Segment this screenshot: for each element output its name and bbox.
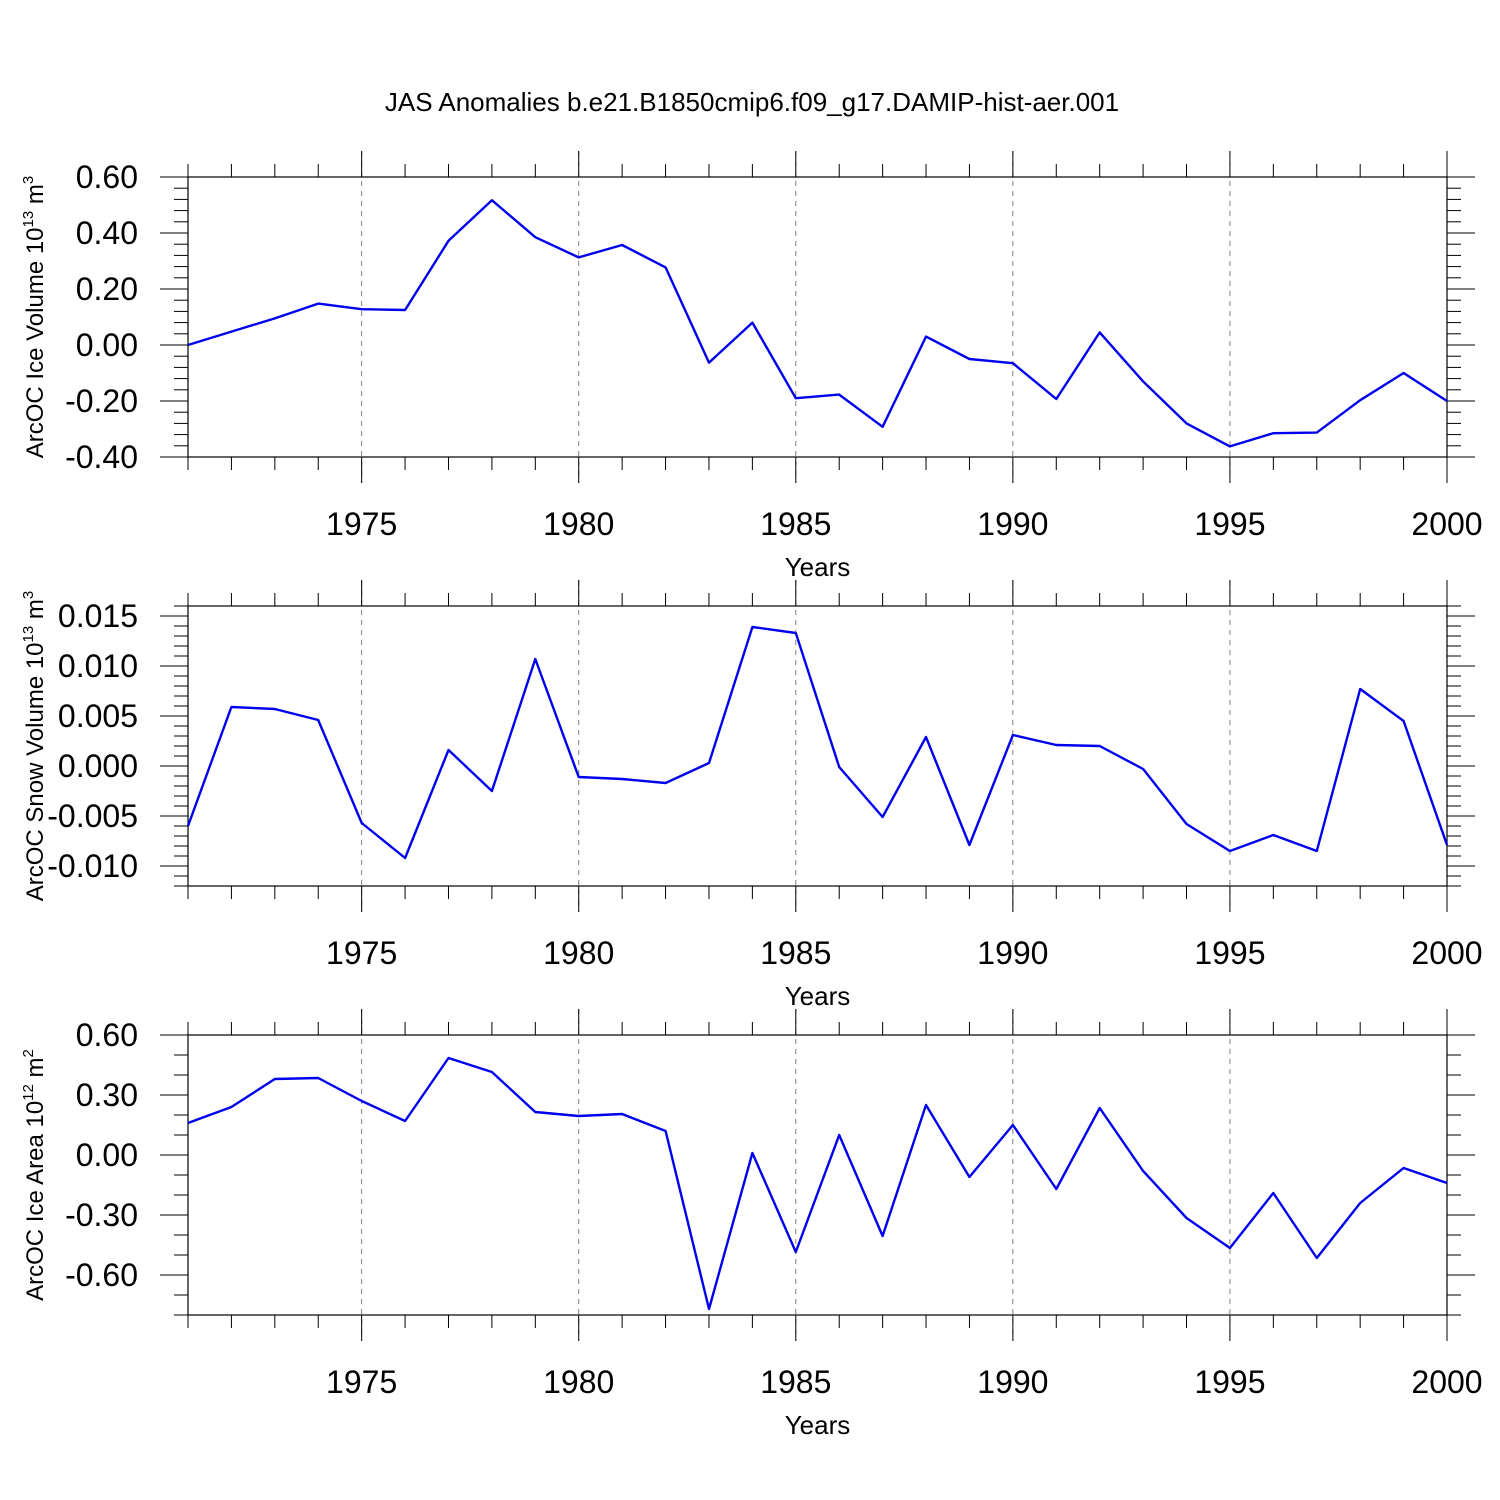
x-tick-label: 2000: [1411, 506, 1482, 542]
y-tick-label: 0.015: [58, 598, 138, 634]
x-tick-label: 1975: [326, 1364, 397, 1400]
x-axis-title: Years: [785, 552, 851, 582]
chart-title: JAS Anomalies b.e21.B1850cmip6.f09_g17.D…: [385, 87, 1119, 117]
y-tick-label: -0.40: [65, 439, 138, 475]
x-tick-label: 1995: [1194, 1364, 1265, 1400]
panel-1: -0.40 -0.20 0.00 0.20 0.40 0.60 1975 1980 1985 19…: [20, 151, 1483, 582]
x-tick-label: 2000: [1411, 935, 1482, 971]
y-axis-title: ArcOC Ice Volume 1013 m3: [20, 176, 49, 458]
x-tick-label: 1980: [543, 506, 614, 542]
y-axis-title-text: ArcOC Snow Volume 10: [22, 642, 49, 901]
x-tick-label: 1985: [760, 935, 831, 971]
y-axis-title: ArcOC Snow Volume 1013 m3: [20, 591, 49, 902]
y-axis-title-unit-exponent: 2: [20, 1049, 37, 1057]
x-tick-label: 1995: [1194, 935, 1265, 971]
x-tick-label: 1995: [1194, 506, 1265, 542]
y-tick-label: -0.20: [65, 383, 138, 419]
y-tick-label: 0.00: [76, 1137, 138, 1173]
y-axis-title-unit: m: [22, 599, 49, 626]
y-tick-label: 0.30: [76, 1077, 138, 1113]
y-tick-label: -0.60: [65, 1257, 138, 1293]
y-tick-label: 0.60: [76, 159, 138, 195]
y-axis-title-unit-exponent: 3: [20, 176, 37, 184]
plot-frame: [187, 605, 1448, 887]
y-axis-title-text: ArcOC Ice Area 10: [22, 1101, 49, 1301]
x-axis-title: Years: [785, 981, 851, 1011]
series-line: [187, 198, 1448, 448]
x-tick-label: 1985: [760, 506, 831, 542]
x-tick-label: 1985: [760, 1364, 831, 1400]
plot-frame: [187, 1034, 1448, 1316]
y-axis-title-unit-exponent: 3: [20, 591, 37, 599]
y-axis-title-unit: m: [22, 184, 49, 211]
panel-3: -0.60 -0.30 0.00 0.30 0.60 1975 1980 1985 1990 19…: [20, 1009, 1483, 1440]
panel-2: -0.010 -0.005 0.000 0.005 0.010 0.015 1975 1980…: [20, 580, 1483, 1011]
x-tick-label: 1990: [977, 506, 1048, 542]
y-tick-label: -0.30: [65, 1197, 138, 1233]
y-tick-label: -0.005: [47, 798, 138, 834]
y-axis-title-unit: m: [22, 1057, 49, 1084]
y-tick-label: 0.20: [76, 271, 138, 307]
x-tick-label: 1975: [326, 935, 397, 971]
y-axis-title-exponent: 12: [20, 1084, 37, 1101]
x-tick-label: 1980: [543, 1364, 614, 1400]
y-tick-label: 0.00: [76, 327, 138, 363]
x-tick-label: 1980: [543, 935, 614, 971]
x-tick-label: 2000: [1411, 1364, 1482, 1400]
plot-frame: [187, 176, 1448, 458]
x-tick-label: 1990: [977, 935, 1048, 971]
y-axis-title-text: ArcOC Ice Volume 10: [22, 227, 49, 458]
y-axis-title-exponent: 13: [20, 626, 37, 643]
y-tick-label: 0.000: [58, 748, 138, 784]
x-tick-label: 1975: [326, 506, 397, 542]
y-tick-label: 0.60: [76, 1017, 138, 1053]
y-axis-title-exponent: 13: [20, 211, 37, 228]
series-line: [187, 1056, 1448, 1311]
x-tick-label: 1990: [977, 1364, 1048, 1400]
y-tick-label: 0.40: [76, 215, 138, 251]
x-axis-title: Years: [785, 1410, 851, 1440]
y-tick-label: -0.010: [47, 848, 138, 884]
series-line: [186, 625, 1449, 860]
panels: -0.40 -0.20 0.00 0.20 0.40 0.60 1975 1980 1985 19…: [20, 151, 1483, 1440]
y-axis-title: ArcOC Ice Area 1012 m2: [20, 1049, 49, 1301]
y-tick-label: 0.005: [58, 698, 138, 734]
y-tick-label: 0.010: [58, 648, 138, 684]
